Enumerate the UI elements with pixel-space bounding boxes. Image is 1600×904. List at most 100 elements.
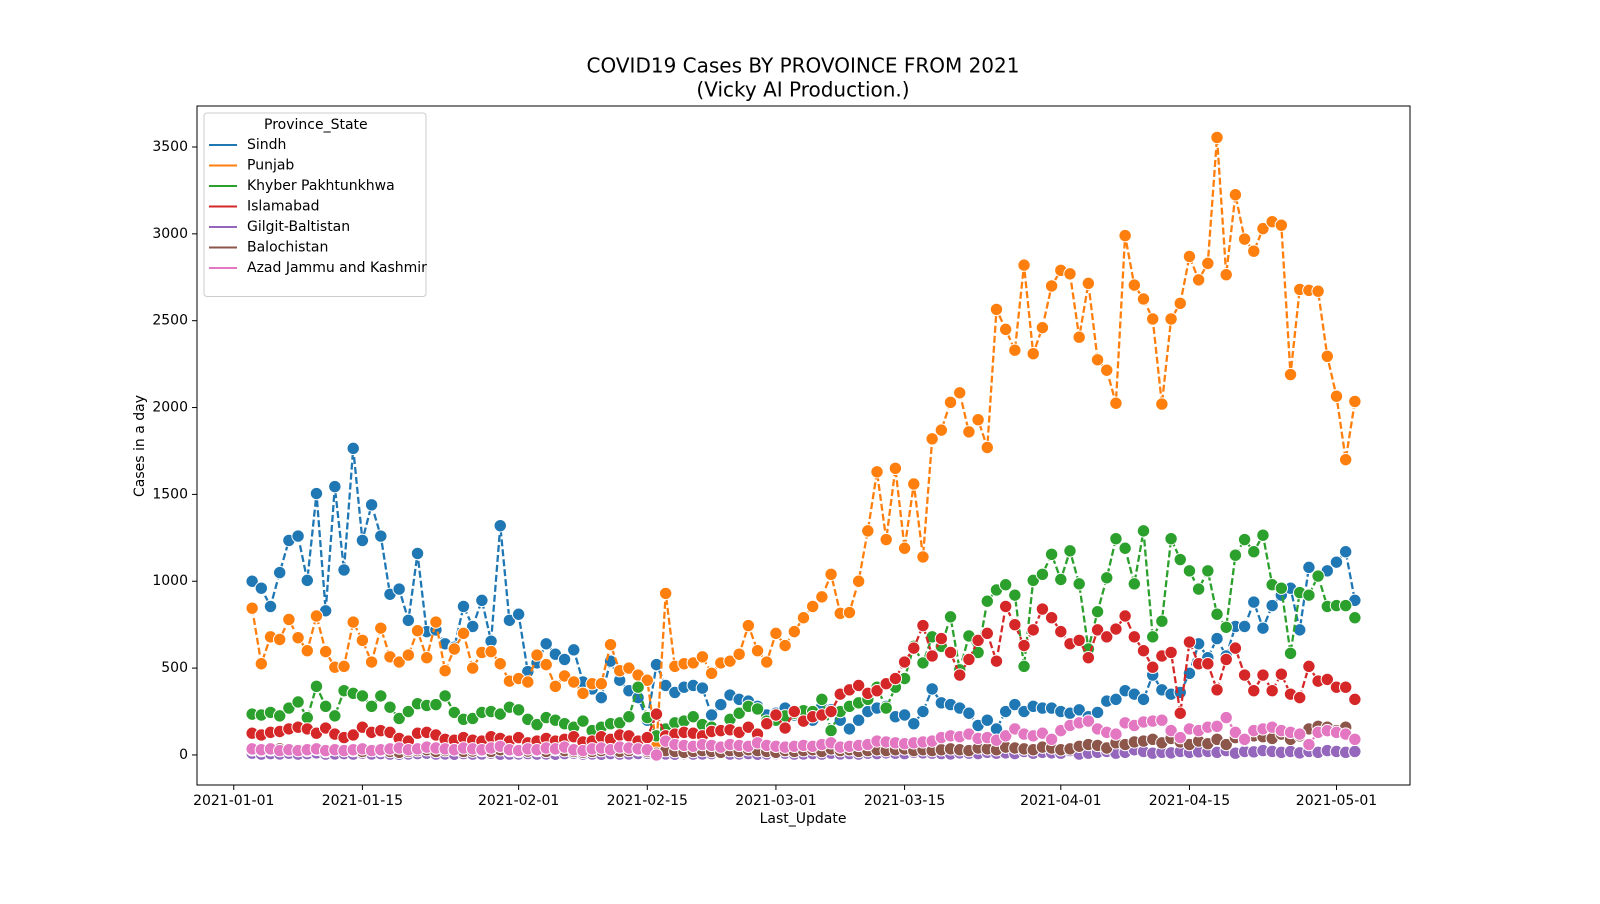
data-point bbox=[1118, 228, 1132, 243]
data-point bbox=[465, 711, 480, 726]
data-point bbox=[1247, 545, 1261, 559]
legend-label: Punjab bbox=[247, 158, 294, 174]
data-point bbox=[870, 465, 884, 479]
data-point bbox=[1017, 258, 1031, 272]
data-point bbox=[1219, 652, 1233, 667]
data-point bbox=[1256, 668, 1270, 682]
data-point bbox=[897, 541, 912, 555]
data-point bbox=[787, 704, 802, 719]
data-point bbox=[420, 650, 434, 665]
data-point bbox=[1164, 723, 1178, 738]
data-point bbox=[374, 529, 388, 543]
data-point bbox=[1100, 363, 1114, 377]
data-point bbox=[1164, 645, 1178, 660]
data-point bbox=[907, 641, 921, 655]
data-point bbox=[383, 725, 397, 740]
data-point bbox=[263, 599, 278, 614]
data-point bbox=[291, 695, 305, 709]
data-point bbox=[998, 704, 1013, 719]
data-point bbox=[1044, 279, 1059, 293]
data-point bbox=[1274, 218, 1289, 232]
data-point bbox=[548, 679, 563, 694]
data-point bbox=[1063, 544, 1077, 558]
y-tick-label: 0 bbox=[179, 747, 188, 763]
data-point bbox=[1063, 267, 1077, 281]
data-point bbox=[1320, 349, 1334, 364]
data-point bbox=[897, 655, 912, 669]
x-tick-label: 2021-04-01 bbox=[1020, 793, 1101, 809]
data-point bbox=[851, 574, 866, 588]
data-point bbox=[410, 546, 425, 561]
data-point bbox=[328, 479, 342, 494]
data-point bbox=[318, 699, 333, 714]
data-point bbox=[824, 723, 838, 738]
data-point bbox=[309, 679, 324, 694]
x-tick-label: 2021-02-15 bbox=[607, 793, 688, 809]
data-point bbox=[695, 650, 710, 664]
data-point bbox=[989, 302, 1004, 317]
data-point bbox=[576, 714, 590, 728]
data-point bbox=[1219, 620, 1233, 634]
data-point bbox=[1320, 672, 1334, 687]
data-point bbox=[346, 615, 360, 629]
data-point bbox=[622, 710, 636, 724]
data-point bbox=[447, 705, 462, 720]
data-point bbox=[355, 689, 370, 703]
data-point bbox=[346, 728, 360, 742]
data-point bbox=[1210, 719, 1224, 733]
data-point bbox=[475, 593, 489, 608]
data-point bbox=[1256, 621, 1270, 635]
data-point bbox=[815, 590, 829, 604]
data-point bbox=[1164, 312, 1178, 326]
data-point bbox=[1329, 389, 1344, 403]
chart-subtitle: (Vicky AI Production.) bbox=[696, 78, 909, 102]
data-point bbox=[300, 644, 314, 658]
data-point bbox=[392, 655, 406, 669]
data-point bbox=[328, 709, 342, 723]
data-point bbox=[1265, 683, 1279, 698]
data-point bbox=[1210, 683, 1224, 697]
data-point bbox=[1100, 630, 1114, 644]
legend-label: Balochistan bbox=[247, 240, 328, 256]
data-point bbox=[1044, 732, 1059, 747]
data-point bbox=[1008, 697, 1022, 712]
data-point bbox=[567, 675, 581, 689]
data-point bbox=[741, 720, 756, 734]
data-point bbox=[1247, 244, 1261, 258]
data-point bbox=[1302, 737, 1316, 752]
data-point bbox=[245, 574, 259, 588]
data-point bbox=[465, 661, 480, 675]
data-point bbox=[1329, 555, 1344, 569]
data-point bbox=[686, 656, 700, 670]
data-point bbox=[916, 618, 930, 633]
data-point bbox=[502, 613, 517, 628]
data-point bbox=[282, 612, 296, 627]
data-point bbox=[530, 717, 544, 732]
data-point bbox=[1348, 394, 1362, 409]
data-point bbox=[594, 690, 609, 705]
data-point bbox=[888, 461, 903, 476]
data-point bbox=[1338, 598, 1353, 613]
data-point bbox=[374, 689, 388, 703]
legend-title: Province_State bbox=[264, 117, 368, 133]
data-point bbox=[484, 644, 498, 659]
data-point bbox=[1265, 598, 1279, 613]
data-point bbox=[1155, 713, 1169, 727]
data-point bbox=[980, 440, 994, 455]
data-point bbox=[1182, 564, 1197, 578]
data-point bbox=[649, 707, 664, 721]
data-point bbox=[511, 607, 526, 621]
data-point bbox=[879, 532, 893, 547]
data-point bbox=[1109, 396, 1123, 410]
data-point bbox=[1283, 646, 1298, 661]
data-point bbox=[1008, 588, 1022, 602]
data-point bbox=[1274, 667, 1289, 681]
data-point bbox=[649, 748, 664, 762]
y-tick-label: 1500 bbox=[152, 486, 188, 502]
data-point bbox=[888, 671, 903, 686]
data-point bbox=[364, 655, 379, 669]
data-point bbox=[456, 626, 471, 641]
data-point bbox=[695, 681, 710, 695]
data-point bbox=[704, 666, 719, 681]
data-point bbox=[1145, 630, 1160, 644]
